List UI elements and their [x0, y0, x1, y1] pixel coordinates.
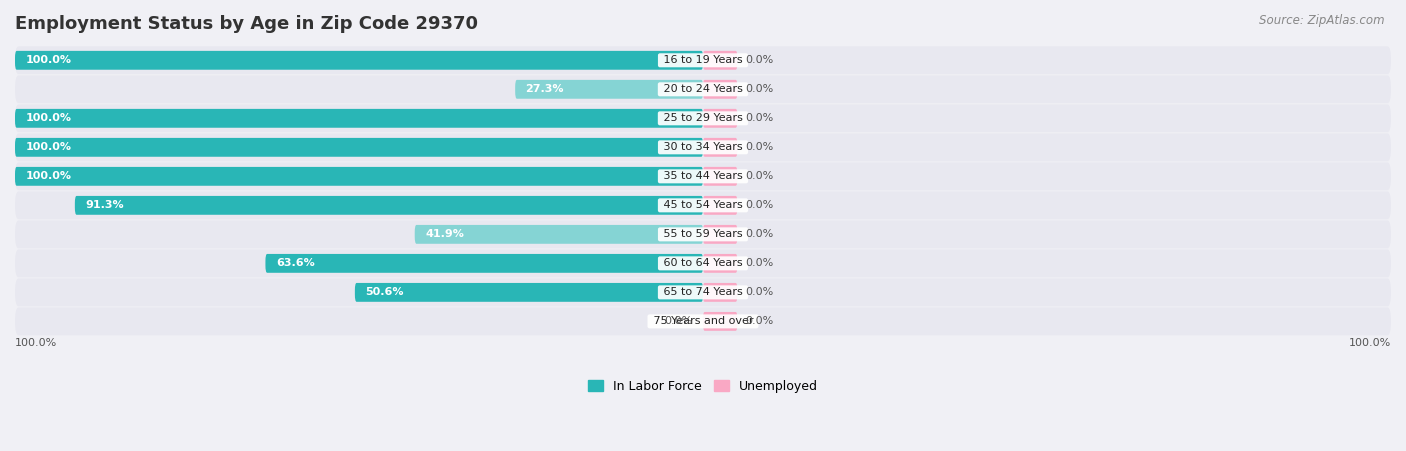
Text: 55 to 59 Years: 55 to 59 Years	[659, 230, 747, 239]
FancyBboxPatch shape	[15, 104, 1391, 132]
FancyBboxPatch shape	[415, 225, 703, 244]
Text: 0.0%: 0.0%	[745, 143, 773, 152]
Text: 41.9%: 41.9%	[425, 230, 464, 239]
FancyBboxPatch shape	[15, 249, 1391, 277]
Text: 63.6%: 63.6%	[276, 258, 315, 268]
Text: 16 to 19 Years: 16 to 19 Years	[659, 55, 747, 65]
FancyBboxPatch shape	[703, 312, 737, 331]
Text: 0.0%: 0.0%	[745, 84, 773, 94]
FancyBboxPatch shape	[703, 167, 737, 186]
Text: 0.0%: 0.0%	[745, 55, 773, 65]
Text: 91.3%: 91.3%	[86, 200, 124, 210]
Text: 100.0%: 100.0%	[25, 55, 72, 65]
Text: 0.0%: 0.0%	[745, 258, 773, 268]
Text: 25 to 29 Years: 25 to 29 Years	[659, 113, 747, 123]
FancyBboxPatch shape	[15, 278, 1391, 306]
Text: 50.6%: 50.6%	[366, 287, 404, 297]
Text: 100.0%: 100.0%	[15, 338, 58, 348]
Text: Employment Status by Age in Zip Code 29370: Employment Status by Age in Zip Code 293…	[15, 15, 478, 33]
FancyBboxPatch shape	[703, 283, 737, 302]
Text: 0.0%: 0.0%	[745, 287, 773, 297]
Text: 27.3%: 27.3%	[526, 84, 564, 94]
Text: 65 to 74 Years: 65 to 74 Years	[659, 287, 747, 297]
FancyBboxPatch shape	[703, 254, 737, 273]
Text: 75 Years and over: 75 Years and over	[650, 317, 756, 327]
Text: 60 to 64 Years: 60 to 64 Years	[659, 258, 747, 268]
FancyBboxPatch shape	[515, 80, 703, 99]
FancyBboxPatch shape	[15, 162, 1391, 190]
FancyBboxPatch shape	[703, 225, 737, 244]
FancyBboxPatch shape	[15, 46, 1391, 74]
Text: 100.0%: 100.0%	[1348, 338, 1391, 348]
FancyBboxPatch shape	[15, 167, 703, 186]
Text: 0.0%: 0.0%	[745, 113, 773, 123]
Text: 35 to 44 Years: 35 to 44 Years	[659, 171, 747, 181]
Text: 100.0%: 100.0%	[25, 113, 72, 123]
FancyBboxPatch shape	[15, 109, 703, 128]
FancyBboxPatch shape	[266, 254, 703, 273]
FancyBboxPatch shape	[15, 133, 1391, 161]
FancyBboxPatch shape	[15, 308, 1391, 335]
FancyBboxPatch shape	[15, 138, 703, 157]
Text: 0.0%: 0.0%	[745, 317, 773, 327]
FancyBboxPatch shape	[354, 283, 703, 302]
FancyBboxPatch shape	[703, 196, 737, 215]
Text: 100.0%: 100.0%	[25, 171, 72, 181]
Text: 30 to 34 Years: 30 to 34 Years	[659, 143, 747, 152]
Legend: In Labor Force, Unemployed: In Labor Force, Unemployed	[583, 375, 823, 398]
Text: 0.0%: 0.0%	[745, 171, 773, 181]
FancyBboxPatch shape	[703, 138, 737, 157]
FancyBboxPatch shape	[15, 75, 1391, 103]
FancyBboxPatch shape	[703, 109, 737, 128]
Text: 20 to 24 Years: 20 to 24 Years	[659, 84, 747, 94]
FancyBboxPatch shape	[703, 51, 737, 70]
Text: 45 to 54 Years: 45 to 54 Years	[659, 200, 747, 210]
FancyBboxPatch shape	[15, 51, 703, 70]
Text: 0.0%: 0.0%	[745, 200, 773, 210]
Text: 0.0%: 0.0%	[665, 317, 693, 327]
Text: 100.0%: 100.0%	[25, 143, 72, 152]
Text: Source: ZipAtlas.com: Source: ZipAtlas.com	[1260, 14, 1385, 27]
FancyBboxPatch shape	[75, 196, 703, 215]
FancyBboxPatch shape	[15, 191, 1391, 219]
Text: 0.0%: 0.0%	[745, 230, 773, 239]
FancyBboxPatch shape	[703, 80, 737, 99]
FancyBboxPatch shape	[15, 221, 1391, 249]
